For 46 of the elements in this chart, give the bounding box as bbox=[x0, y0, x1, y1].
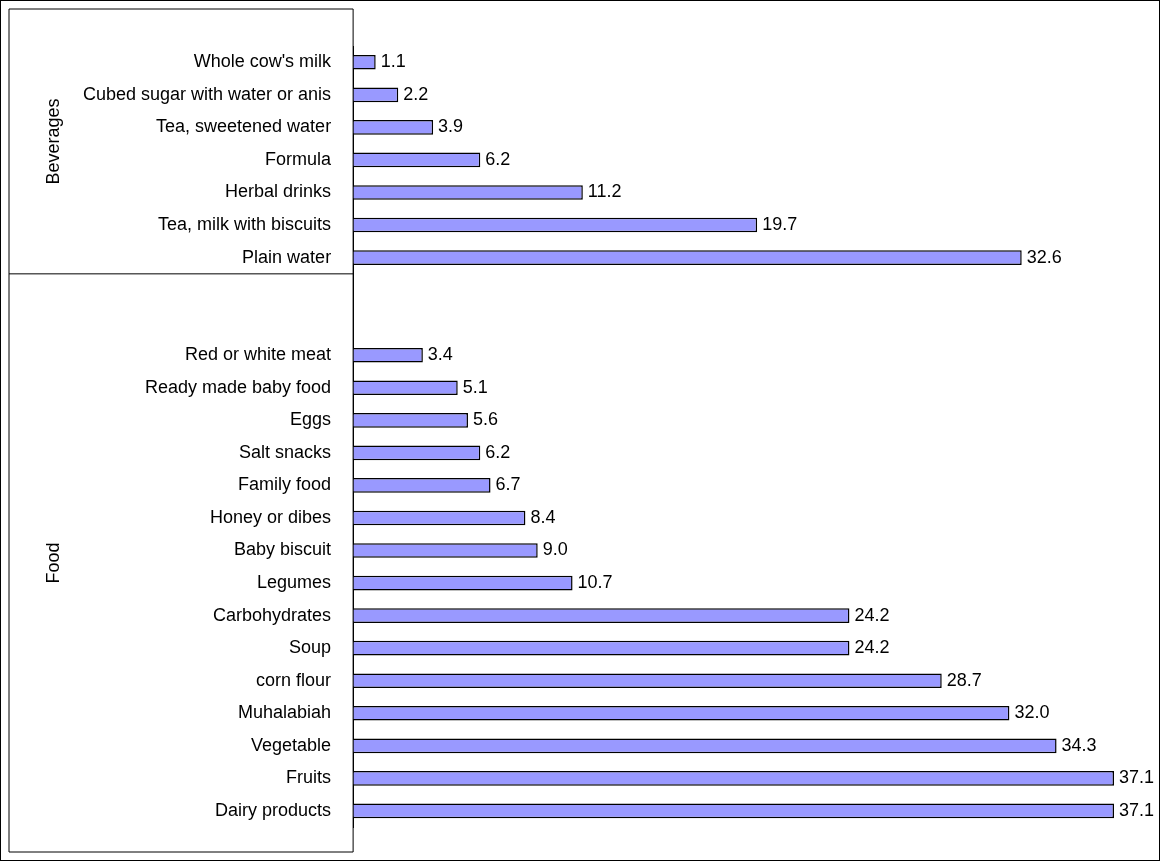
y-tick-label: Fruits bbox=[286, 767, 332, 788]
y-tick-label: Eggs bbox=[290, 409, 332, 430]
y-tick-label: Whole cow's milk bbox=[193, 51, 333, 72]
data-label: 24.2 bbox=[854, 604, 890, 625]
y-tick-label: Salt snacks bbox=[239, 441, 332, 462]
y-tick-label: Plain water bbox=[242, 246, 332, 267]
data-label: 10.7 bbox=[577, 572, 613, 593]
y-tick-label: Honey or dibes bbox=[210, 506, 332, 527]
data-label: 28.7 bbox=[946, 669, 982, 690]
data-label: 3.4 bbox=[427, 344, 453, 365]
y-tick-label: Muhalabiah bbox=[238, 702, 332, 723]
data-label: 5.6 bbox=[472, 409, 498, 430]
data-label: 5.1 bbox=[462, 376, 488, 397]
data-label: 6.7 bbox=[495, 474, 521, 495]
data-label: 6.2 bbox=[485, 441, 511, 462]
y-tick-label: corn flour bbox=[256, 669, 332, 690]
y-tick-label: Tea, milk with biscuits bbox=[158, 213, 332, 234]
data-label: 19.7 bbox=[762, 213, 798, 234]
y-tick-label: Baby biscuit bbox=[234, 539, 332, 560]
y-tick-label: Cubed sugar with water or anis bbox=[83, 83, 332, 104]
data-label: 34.3 bbox=[1061, 734, 1097, 755]
data-label: 8.4 bbox=[530, 506, 556, 527]
y-tick-label: Soup bbox=[289, 637, 332, 658]
y-tick-label: Herbal drinks bbox=[225, 181, 332, 202]
data-label: 32.6 bbox=[1026, 246, 1062, 267]
y-tick-label: Carbohydrates bbox=[213, 604, 332, 625]
data-label: 37.1 bbox=[1119, 799, 1155, 820]
y-tick-label: Red or white meat bbox=[185, 344, 332, 365]
data-label: 6.2 bbox=[485, 148, 511, 169]
y-tick-label: Vegetable bbox=[251, 734, 332, 755]
data-label: 1.1 bbox=[380, 51, 406, 72]
data-label: 3.9 bbox=[438, 116, 464, 137]
data-label: 32.0 bbox=[1014, 702, 1050, 723]
data-label: 9.0 bbox=[542, 539, 568, 560]
y-tick-label: Family food bbox=[238, 474, 332, 495]
text: Beverages bbox=[43, 98, 63, 185]
data-label: 24.2 bbox=[854, 637, 890, 658]
y-tick-label: Formula bbox=[265, 148, 333, 169]
y-tick-label: Ready made baby food bbox=[144, 376, 332, 397]
data-label: 2.2 bbox=[403, 83, 429, 104]
y-tick-label: Legumes bbox=[257, 572, 332, 593]
text: Food bbox=[43, 542, 63, 584]
data-label: 11.2 bbox=[587, 181, 622, 202]
data-label: 37.1 bbox=[1119, 767, 1155, 788]
y-tick-label: Tea, sweetened water bbox=[156, 116, 332, 137]
y-tick-label: Dairy products bbox=[215, 799, 332, 820]
